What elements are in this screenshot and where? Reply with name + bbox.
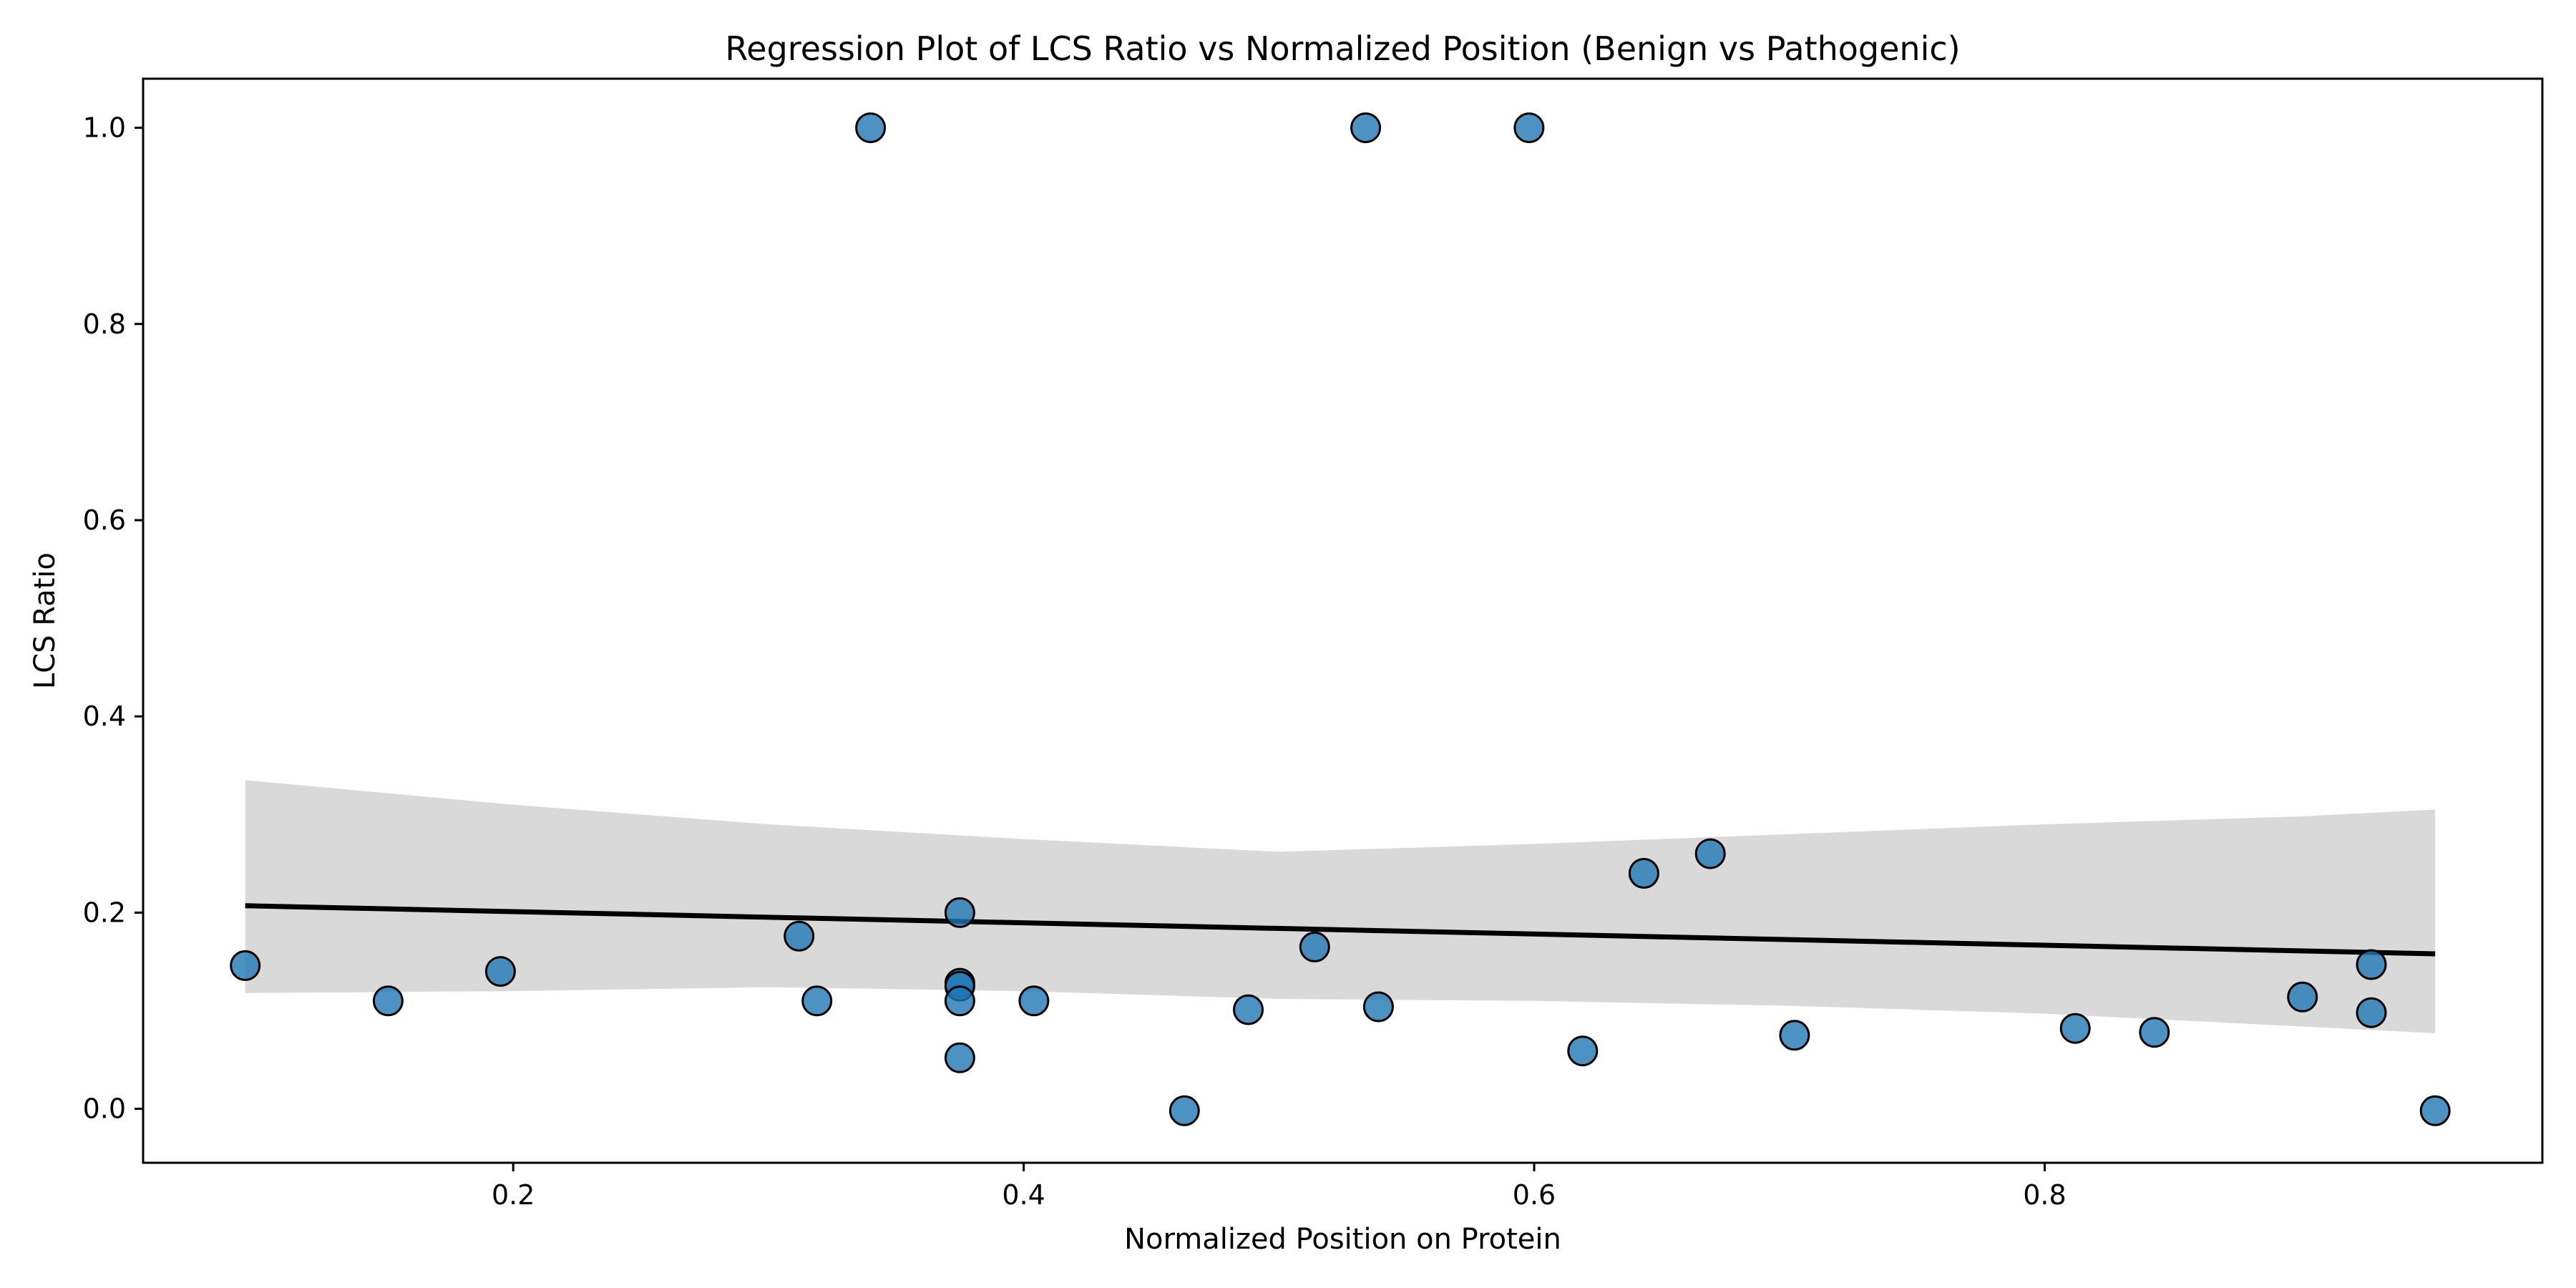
y-tick-label: 0.2 [83,897,126,928]
data-point [230,950,261,981]
x-tick-label: 0.6 [1513,1179,1556,1211]
data-point [1018,985,1050,1017]
data-point [1694,838,1726,869]
data-point [2356,949,2387,980]
y-tick-label: 1.0 [83,112,126,144]
data-point [1169,1095,1200,1126]
data-point [855,112,887,144]
data-point [1513,112,1545,144]
x-tick-label: 0.2 [492,1179,535,1211]
data-point [484,956,516,987]
data-point [1350,112,1382,144]
y-axis-label: LCS Ratio [29,552,62,689]
data-point [801,985,833,1017]
y-tick-label: 0.0 [83,1093,126,1125]
x-axis-ticks: 0.2 0.4 0.6 0.8 [492,1163,2067,1211]
y-tick-label: 0.6 [83,504,126,536]
regression-line [245,903,2436,957]
data-point [784,920,815,952]
confidence-band-layer [245,780,2436,1033]
x-tick-label: 0.4 [1002,1179,1045,1211]
data-point [372,985,404,1017]
x-axis-label: Normalized Position on Protein [1124,1223,1561,1256]
data-point [1567,1035,1599,1067]
chart-title: Regression Plot of LCS Ratio vs Normaliz… [725,29,1960,68]
y-tick-label: 0.8 [83,308,126,340]
data-point [1233,994,1264,1025]
data-point [944,1042,975,1073]
y-tick-label: 0.4 [83,701,126,732]
data-point [2356,997,2387,1028]
data-point [944,897,975,928]
x-tick-label: 0.8 [2023,1179,2066,1211]
plot-frame [142,77,2544,1164]
scatter-points-layer [230,112,2451,1126]
data-point [1779,1020,1810,1051]
data-point [1628,858,1659,889]
data-point [1362,991,1394,1023]
data-point [2059,1013,2091,1044]
data-point [2287,981,2318,1013]
data-point [944,985,975,1017]
y-axis-ticks: 0.0 0.2 0.4 0.6 0.8 1.0 [83,112,143,1125]
regression-line-layer [245,903,2436,957]
data-point [2139,1017,2170,1048]
data-point [1299,931,1330,962]
confidence-band [245,780,2436,1033]
data-point [2419,1095,2451,1126]
